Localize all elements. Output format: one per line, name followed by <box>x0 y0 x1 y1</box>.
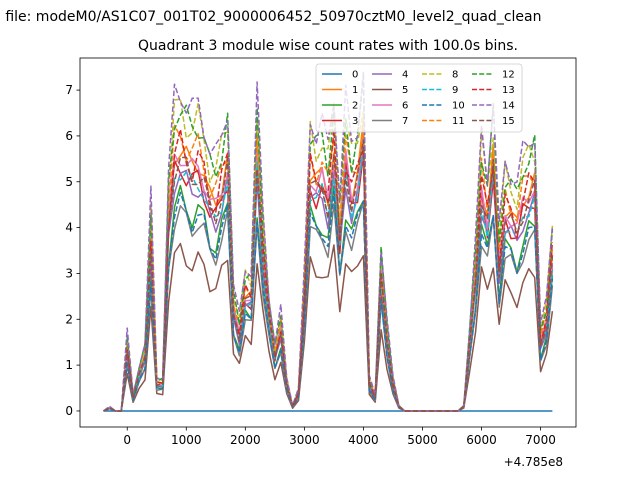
legend-label-15: 15 <box>502 116 515 127</box>
legend-label-0: 0 <box>352 70 358 81</box>
series-line-12 <box>103 75 554 412</box>
legend-label-7: 7 <box>402 116 408 127</box>
legend-label-4: 4 <box>402 70 408 81</box>
legend-label-10: 10 <box>452 101 465 112</box>
y-tick-label: 3 <box>65 266 73 280</box>
x-tick-label: 7000 <box>525 433 556 447</box>
legend-label-5: 5 <box>402 85 408 96</box>
legend-label-3: 3 <box>352 116 358 127</box>
y-tick-label: 5 <box>65 175 73 189</box>
y-tick-label: 2 <box>65 312 73 326</box>
x-offset-label: +4.785e8 <box>504 455 563 469</box>
y-tick-label: 1 <box>65 358 73 372</box>
x-tick-label: 0 <box>123 433 131 447</box>
series-line-14 <box>103 70 554 412</box>
legend-label-9: 9 <box>452 85 458 96</box>
legend-label-11: 11 <box>452 116 465 127</box>
x-tick-label: 4000 <box>348 433 379 447</box>
x-tick-label: 2000 <box>230 433 261 447</box>
legend-label-14: 14 <box>502 101 515 112</box>
series-line-7 <box>103 201 554 412</box>
legend-box <box>315 63 523 133</box>
figure-suptitle: n file: modeM0/AS1C07_001T02_9000006452_… <box>0 9 541 25</box>
x-tick-label: 1000 <box>171 433 202 447</box>
y-tick-label: 6 <box>65 129 73 143</box>
legend-label-12: 12 <box>502 70 515 81</box>
y-tick-label: 4 <box>65 221 73 235</box>
series-line-9 <box>103 142 554 412</box>
legend-label-8: 8 <box>452 70 458 81</box>
y-tick-label: 0 <box>65 404 73 418</box>
x-tick-label: 5000 <box>407 433 438 447</box>
chart-title: Quadrant 3 module wise count rates with … <box>138 38 518 54</box>
x-tick-label: 3000 <box>289 433 320 447</box>
legend-label-13: 13 <box>502 85 515 96</box>
axes-frame <box>79 57 577 428</box>
y-tick-label: 7 <box>65 83 73 97</box>
legend-label-1: 1 <box>352 85 358 96</box>
series-line-10 <box>103 190 554 412</box>
plot-area <box>103 70 554 412</box>
x-tick-label: 6000 <box>466 433 497 447</box>
legend-label-6: 6 <box>402 101 408 112</box>
legend-label-2: 2 <box>352 101 358 112</box>
series-line-5 <box>103 242 554 412</box>
